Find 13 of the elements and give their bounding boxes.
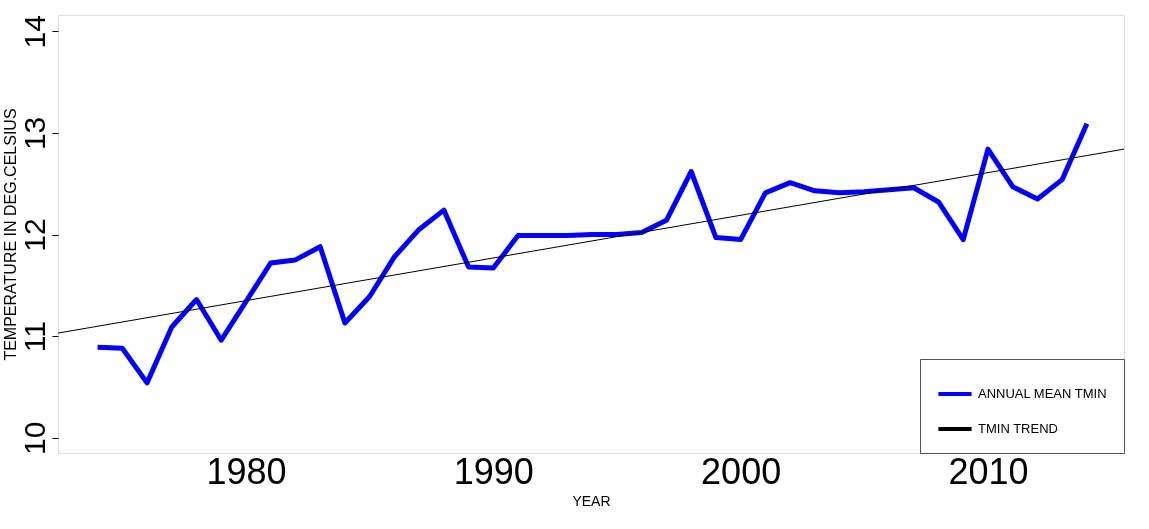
x-tick-label: 1990 <box>453 450 534 492</box>
y-tick-label: 10 <box>17 421 51 455</box>
y-tick-label: 13 <box>17 116 51 151</box>
x-tick-label: 2000 <box>701 450 782 492</box>
y-tick-label: 14 <box>17 15 51 49</box>
x-tick-label: 2010 <box>948 450 1029 492</box>
legend-label: ANNUAL MEAN TMIN <box>978 386 1107 401</box>
y-axis-title: TEMPERATURE IN DEG.CELSIUS <box>1 108 19 361</box>
x-axis-title: YEAR <box>572 492 611 509</box>
x-tick-label: 1980 <box>206 450 287 492</box>
legend-label: TMIN TREND <box>978 421 1058 436</box>
y-tick-label: 12 <box>17 218 51 252</box>
y-tick-label: 11 <box>17 321 51 353</box>
